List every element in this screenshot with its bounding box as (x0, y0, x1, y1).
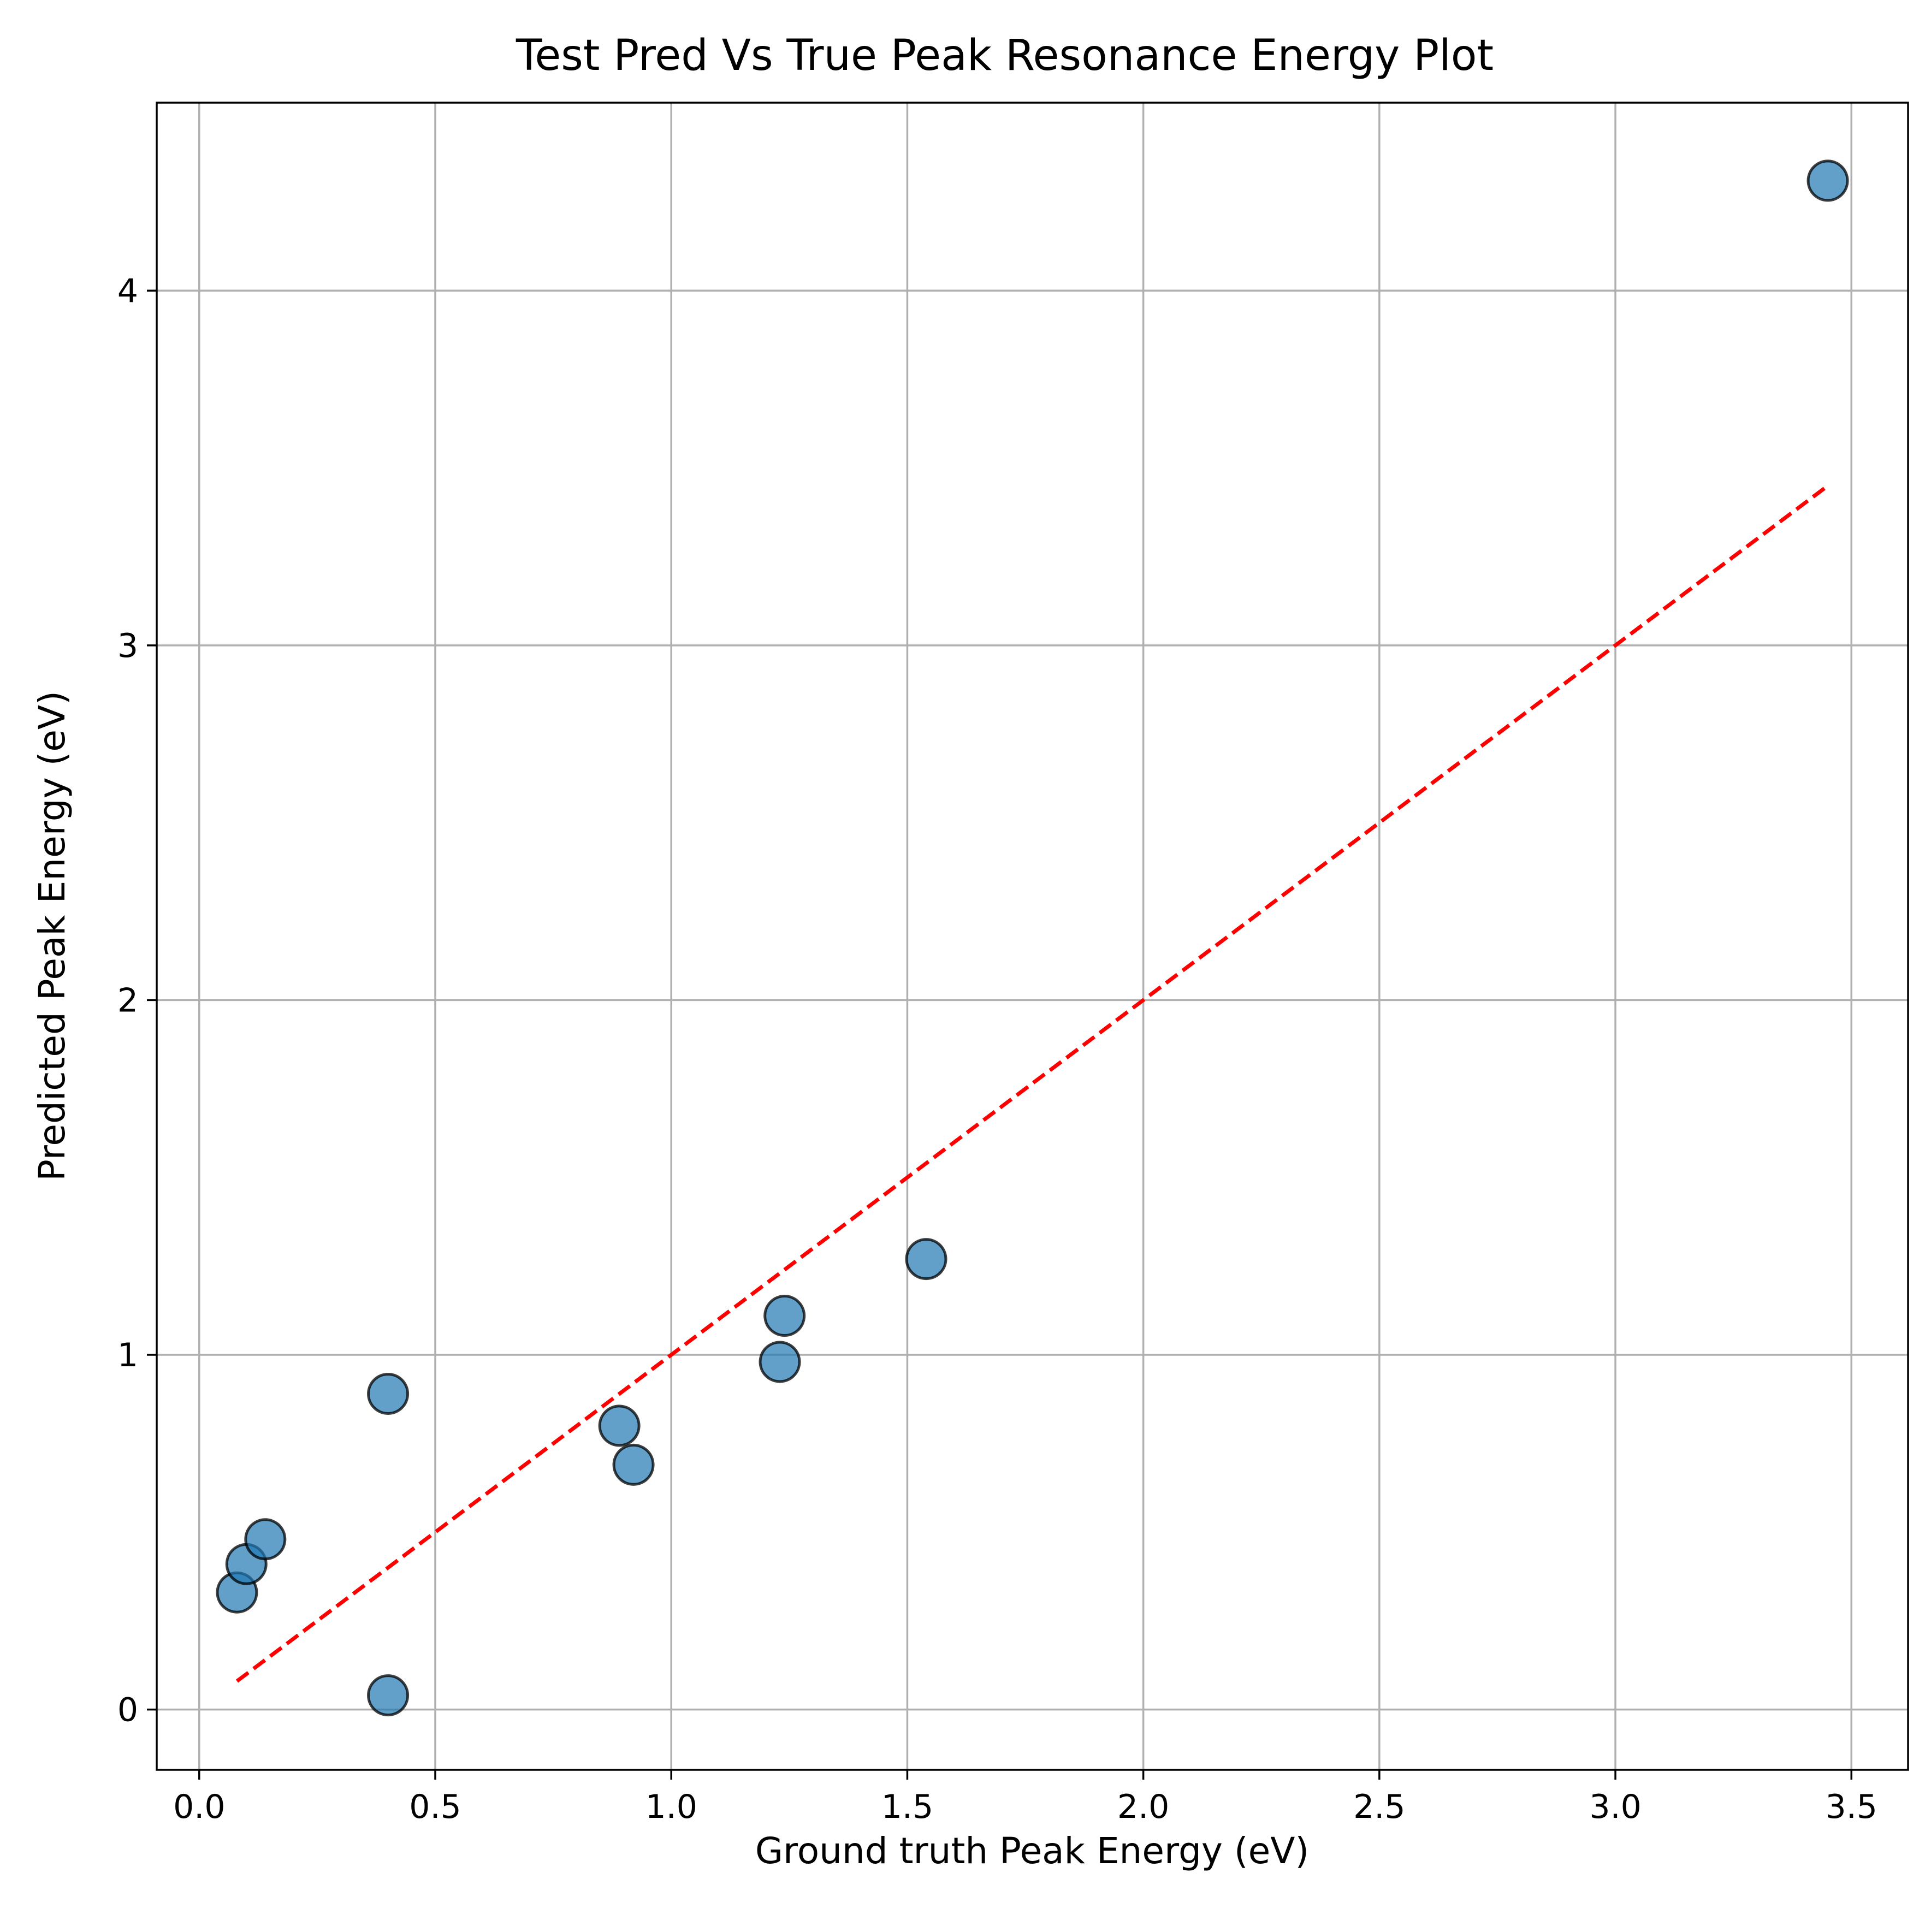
reference-line (235, 484, 1829, 1683)
data-point (244, 1518, 287, 1561)
reference-line-group (235, 484, 1829, 1683)
data-point (367, 1372, 410, 1415)
x-tick-label: 3.0 (1589, 1788, 1641, 1826)
x-tick-label: 0.5 (409, 1788, 461, 1826)
x-tick-label: 1.0 (645, 1788, 697, 1826)
y-tick-label: 4 (117, 272, 138, 310)
data-point (1806, 159, 1849, 202)
x-tick-label: 2.5 (1353, 1788, 1405, 1826)
x-axis-ticks: 0.0 0.5 1.0 1.5 2.0 2.5 3.0 3.5 (173, 1770, 1877, 1826)
x-axis-label: Ground truth Peak Energy (eV) (755, 1830, 1309, 1872)
data-point (367, 1674, 410, 1717)
data-point (905, 1238, 947, 1281)
data-point (759, 1341, 801, 1383)
y-tick-label: 0 (117, 1691, 138, 1729)
x-tick-label: 3.5 (1826, 1788, 1877, 1826)
grid-lines (157, 103, 1908, 1770)
x-tick-label: 2.0 (1117, 1788, 1169, 1826)
plot-frame (156, 102, 1909, 1771)
data-points (216, 159, 1849, 1717)
y-tick-label: 2 (117, 981, 138, 1020)
data-point (612, 1443, 655, 1486)
y-tick-label: 3 (117, 627, 138, 665)
data-point (763, 1295, 806, 1337)
data-point (598, 1404, 641, 1447)
x-tick-label: 1.5 (881, 1788, 933, 1826)
chart-title: Test Pred Vs True Peak Resonance Energy … (516, 31, 1494, 80)
y-tick-label: 1 (117, 1336, 138, 1374)
y-axis-label: Predicted Peak Energy (eV) (31, 691, 73, 1181)
x-tick-label: 0.0 (173, 1788, 225, 1826)
y-axis-ticks: 0 1 2 3 4 (117, 272, 157, 1729)
